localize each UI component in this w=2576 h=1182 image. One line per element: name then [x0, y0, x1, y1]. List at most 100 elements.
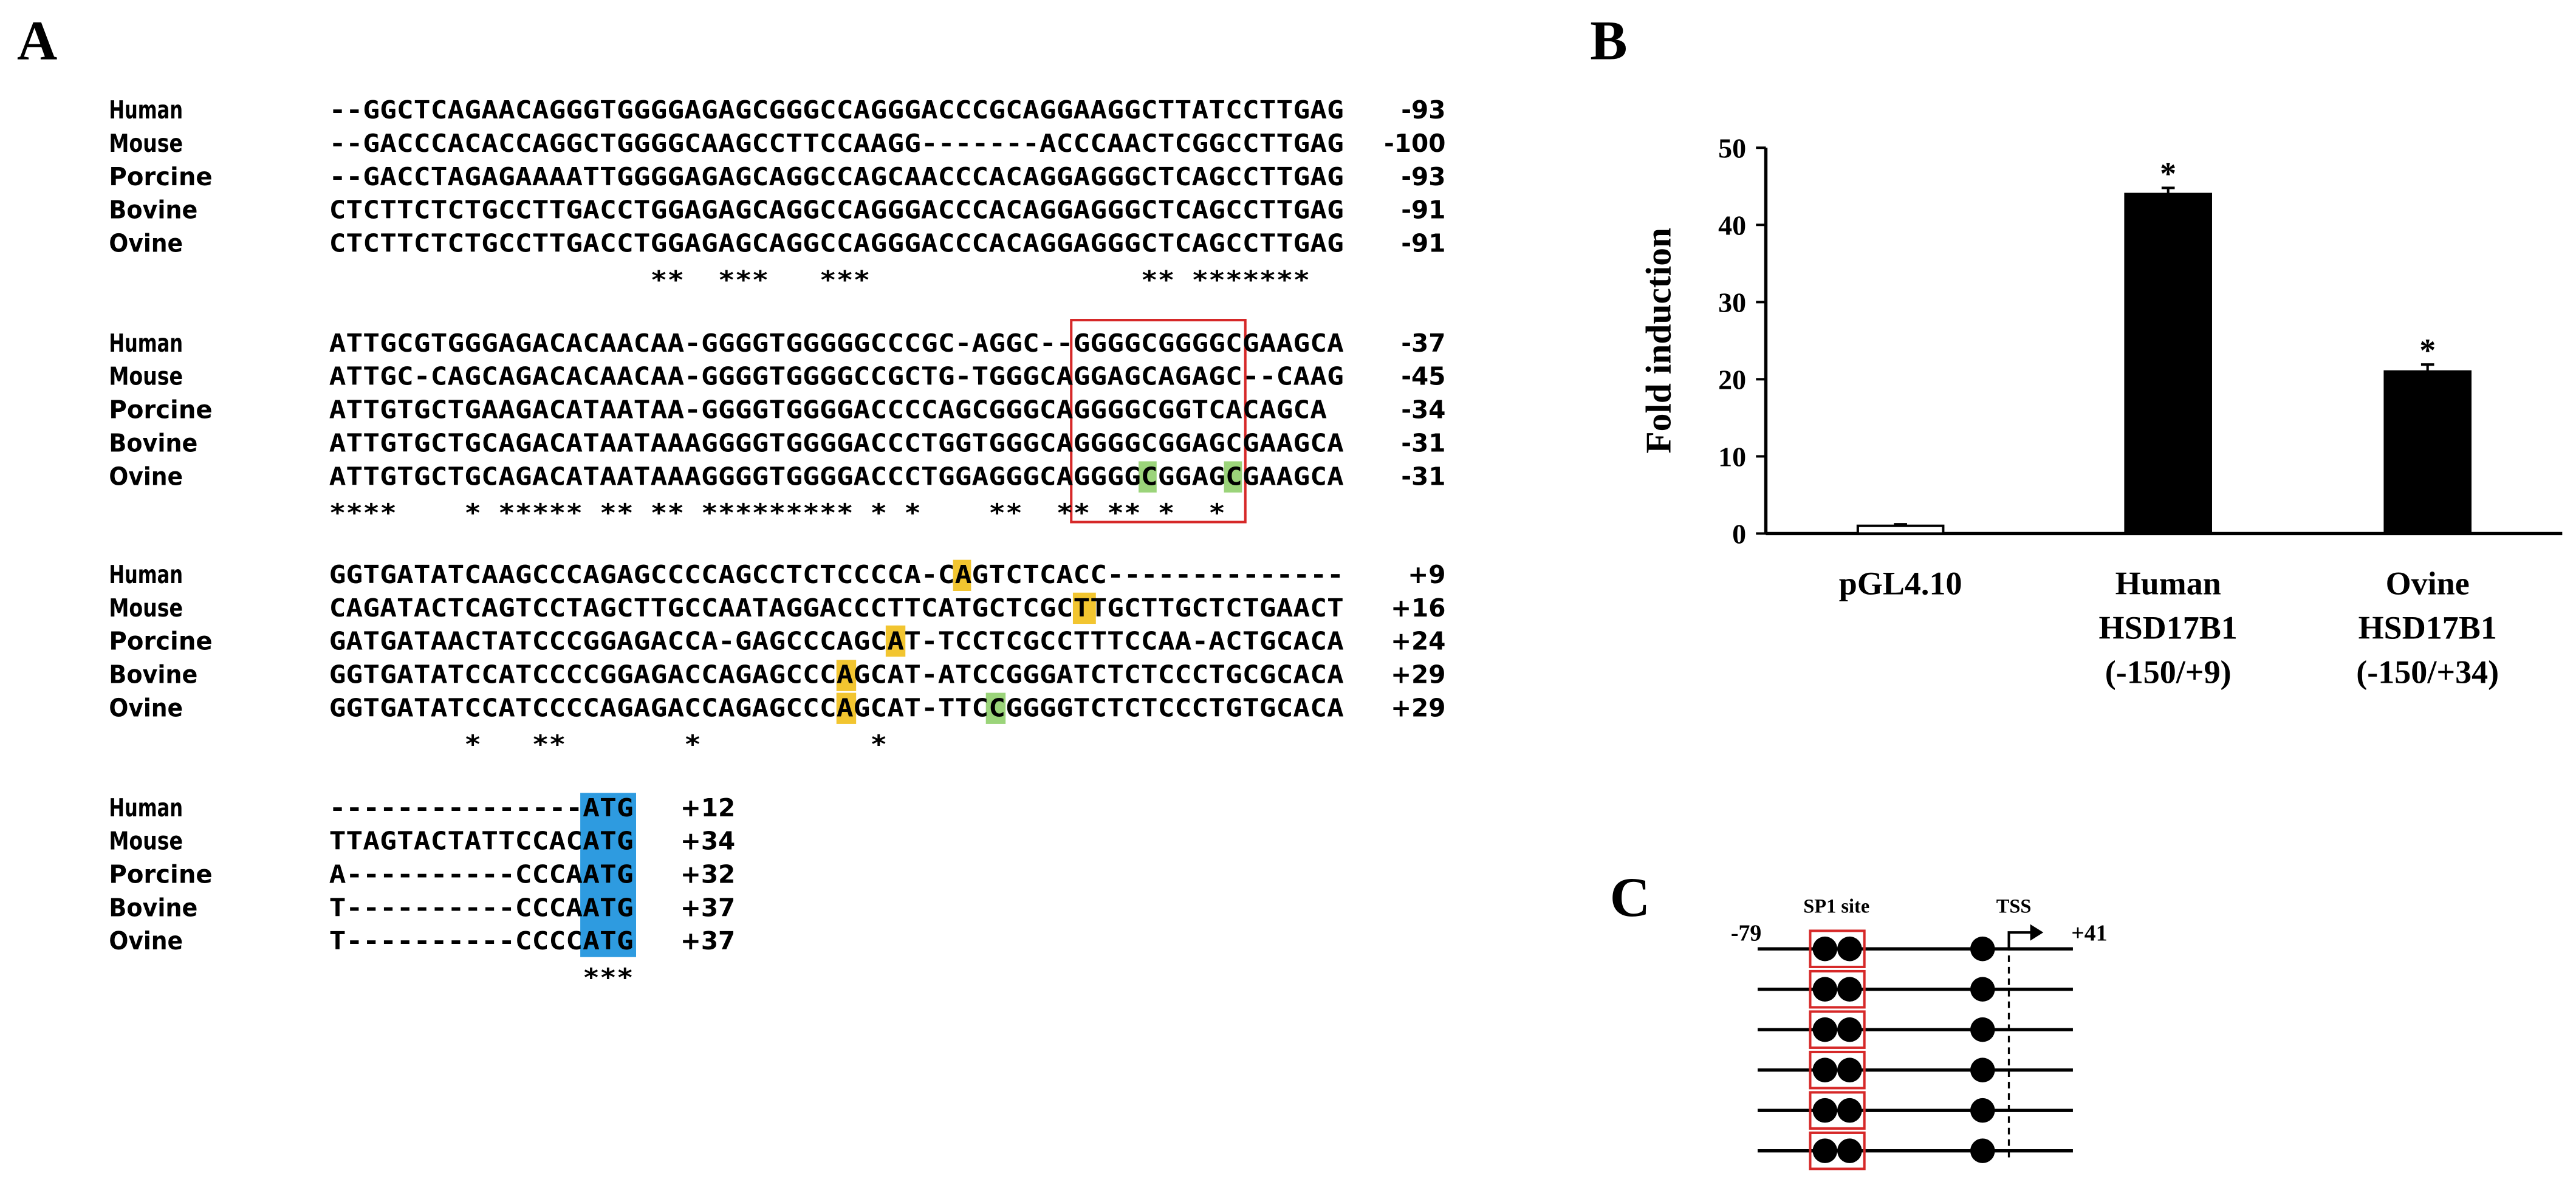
sp1-site [1812, 1017, 1838, 1042]
position: +32 [680, 859, 735, 889]
y-tick-label: 20 [1718, 364, 1746, 395]
site-box [1809, 929, 1866, 968]
tss-arrowhead [2030, 924, 2044, 941]
species-label: Bovine [109, 893, 197, 922]
species-label: Porcine [109, 627, 212, 656]
y-tick-label: 0 [1732, 519, 1746, 550]
y-tick-label: 40 [1718, 210, 1746, 241]
sp1-site [1812, 1098, 1838, 1123]
sp1-site [1837, 977, 1862, 1002]
highlight [836, 660, 857, 691]
x-tick-label: HSD17B1 [2358, 609, 2497, 646]
sp1-site [1837, 1098, 1862, 1123]
position: -37 [1401, 329, 1445, 358]
species-label: Mouse [109, 593, 183, 623]
position: -91 [1401, 229, 1445, 258]
sequence: T----------CCCAATG [329, 893, 634, 922]
position: +16 [1391, 593, 1445, 623]
position: +9 [1408, 560, 1445, 589]
x-tick-label: (-150/+34) [2356, 654, 2499, 690]
species-label: Human [109, 793, 183, 822]
element [1970, 1098, 1995, 1123]
sp1-site [1837, 936, 1862, 962]
species-label: Bovine [109, 196, 197, 225]
sequence: ATTGC-CAGCAGACACAACAA-GGGGTGGGGCCGCTG-TG… [329, 362, 1344, 391]
element [1970, 1017, 1995, 1042]
tss-label: TSS [1996, 896, 2032, 918]
site-box [1809, 969, 1866, 1009]
conservation: ** *** *** ** ******* [329, 265, 1310, 295]
sp1-site [1812, 1057, 1838, 1082]
site-box [1809, 1091, 1866, 1130]
position: -93 [1401, 95, 1445, 125]
tss-arrow [2007, 931, 2037, 949]
sp1-box [1070, 319, 1247, 524]
position: +29 [1391, 660, 1445, 689]
element [1970, 1057, 1995, 1082]
x-tick-label: Human [2115, 565, 2221, 601]
y-axis-title: Fold induction [1639, 228, 1679, 454]
position: +37 [680, 893, 735, 922]
species-label: Porcine [109, 859, 212, 889]
species-label: Bovine [109, 660, 197, 689]
highlight [885, 625, 906, 657]
conservation: *** [329, 963, 634, 992]
sequence: TTAGTACTATTCCACATG [329, 827, 634, 856]
sequence: CTCTTCTCTGCCTTGACCTGGAGAGCAGGCCAGGGACCCA… [329, 196, 1344, 225]
end-label: +41 [2071, 921, 2107, 946]
position: -100 [1384, 129, 1445, 158]
sequence: CAGATACTCAGTCCTAGCTTGCCAATAGGACCCTTCATGC… [329, 593, 1344, 623]
sequence: T----------CCCCATG [329, 926, 634, 955]
conservation: **** * ***** ** ** ********* * * ** ** *… [329, 499, 1225, 528]
panel-label: B [1590, 9, 1627, 71]
position: -31 [1401, 462, 1445, 491]
highlight [953, 559, 971, 591]
sequence: ATTGTGCTGCAGACATAATAAAGGGGTGGGGACCCTGGAG… [329, 462, 1344, 491]
element [1970, 936, 1995, 962]
sp1-site [1837, 1017, 1862, 1042]
highlight [836, 692, 857, 724]
x-tick-label: (-150/+9) [2105, 654, 2232, 690]
sequence: ---------------ATG [329, 793, 634, 822]
species-label: Porcine [109, 395, 212, 425]
sp1-site [1812, 936, 1838, 962]
site-box [1809, 1010, 1866, 1049]
start-codon-highlight [580, 793, 636, 957]
bar [2124, 193, 2212, 535]
sequence: --GACCTAGAGAAAATTGGGGAGAGCAGGCCAGCAACCCA… [329, 162, 1344, 191]
panel-label: A [17, 9, 57, 71]
species-label: Ovine [109, 229, 183, 258]
site-box [1809, 1131, 1866, 1170]
significance-label: * [2419, 332, 2436, 369]
position: -45 [1401, 362, 1445, 391]
element [1970, 1138, 1995, 1163]
sequence: --GACCCACACCAGGCTGGGGCAAGCCTTCCAAGG-----… [329, 129, 1344, 158]
sequence: A----------CCCAATG [329, 859, 634, 889]
site-label: SP1 site [1803, 896, 1869, 918]
y-tick-label: 30 [1718, 287, 1746, 318]
sequence: --GGCTCAGAACAGGGTGGGGAGAGCGGGCCAGGGACCCG… [329, 95, 1344, 125]
highlight [1139, 461, 1157, 493]
species-label: Ovine [109, 926, 183, 955]
sequence: CTCTTCTCTGCCTTGACCTGGAGAGCAGGCCAGGGACCCA… [329, 229, 1344, 258]
highlight [1224, 461, 1242, 493]
sp1-site [1812, 977, 1838, 1002]
sequence: ATTGTGCTGCAGACATAATAAAGGGGTGGGGACCCTGGTG… [329, 428, 1344, 457]
panel-label: C [1610, 866, 1650, 928]
species-label: Human [109, 329, 183, 358]
sequence: GGTGATATCCATCCCCGGAGACCAGAGCCCAGCAT-ATCC… [329, 660, 1344, 689]
highlight [985, 692, 1006, 724]
y-tick-label: 10 [1718, 442, 1746, 473]
site-box [1809, 1050, 1866, 1090]
highlight [1072, 592, 1096, 624]
bar [1856, 524, 1945, 535]
species-label: Human [109, 560, 183, 589]
species-label: Bovine [109, 428, 197, 457]
position: +37 [680, 926, 735, 955]
conservation: * ** * * [329, 730, 888, 759]
species-label: Mouse [109, 129, 183, 158]
highlights [580, 319, 1247, 957]
x-tick-label: pGL4.10 [1839, 565, 1962, 601]
y-tick-label: 50 [1718, 132, 1746, 163]
